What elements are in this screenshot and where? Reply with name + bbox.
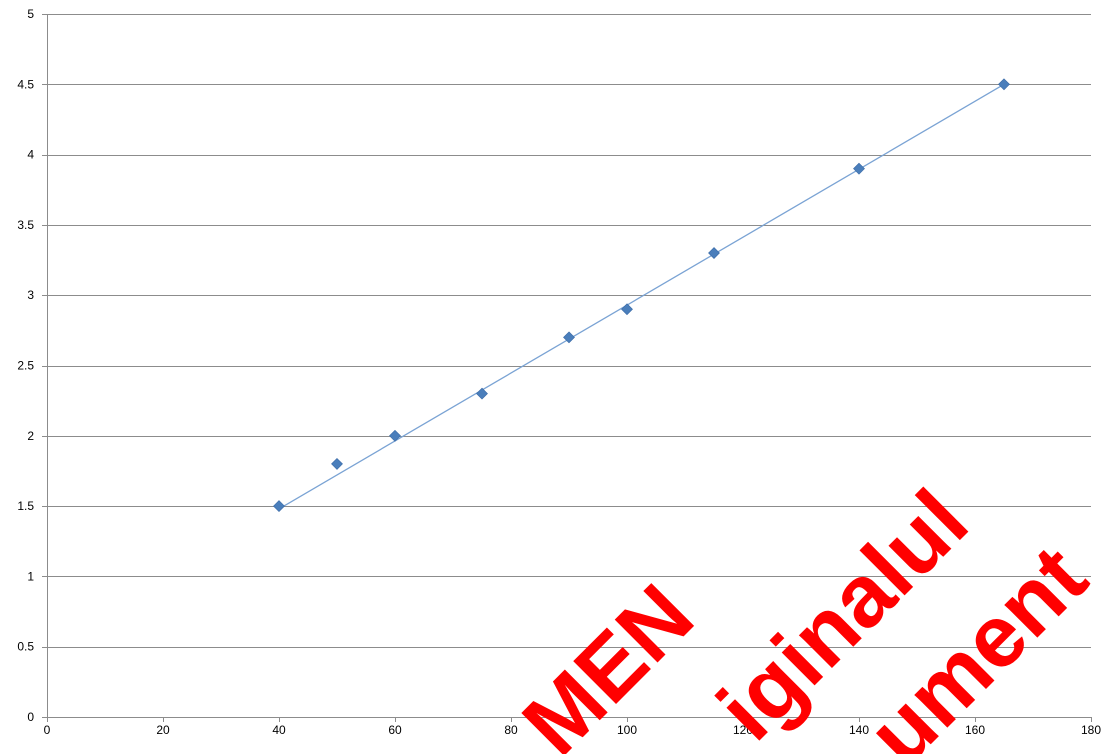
x-tick-label: 100 [617, 723, 637, 737]
data-point-marker [331, 457, 343, 470]
data-point-marker [853, 162, 865, 175]
y-tick-label: 0 [27, 710, 34, 724]
axes [42, 14, 1092, 722]
data-point-marker [998, 78, 1010, 91]
data-point-marker [621, 303, 633, 316]
y-tick-label: 1 [27, 569, 34, 583]
y-tick-label: 4.5 [17, 77, 34, 91]
x-tick-label: 20 [156, 723, 170, 737]
data-point-marker [273, 500, 285, 513]
trendline-group [278, 83, 1005, 510]
data-point-marker [389, 429, 401, 442]
y-tick-label: 3 [27, 288, 34, 302]
data-point-marker [563, 331, 575, 344]
gridlines [47, 14, 1091, 648]
y-tick-label: 1.5 [17, 499, 34, 513]
y-tick-label: 2 [27, 429, 34, 443]
y-tick-label: 3.5 [17, 218, 34, 232]
x-tick-label: 180 [1081, 723, 1101, 737]
x-tick-label: 0 [44, 723, 51, 737]
data-point-marker [476, 387, 488, 400]
data-point-marker [708, 247, 720, 259]
y-tick-label: 2.5 [17, 359, 34, 373]
y-tick-label: 5 [27, 7, 34, 21]
y-axis-tick-labels: 0 0.5 1 1.5 2 2.5 3 3.5 4 4.5 5 [17, 7, 34, 724]
y-tick-label: 0.5 [17, 640, 34, 654]
trendline [278, 83, 1005, 510]
x-tick-label: 60 [388, 723, 402, 737]
x-tick-label: 80 [504, 723, 518, 737]
x-tick-label: 160 [965, 723, 985, 737]
y-tick-label: 4 [27, 148, 34, 162]
data-points [273, 78, 1010, 513]
x-axis-tick-labels: 0 20 40 60 80 100 120 140 160 180 [44, 723, 1102, 737]
x-tick-label: 40 [272, 723, 286, 737]
x-tick-label: 140 [849, 723, 869, 737]
x-tick-label: 120 [733, 723, 753, 737]
